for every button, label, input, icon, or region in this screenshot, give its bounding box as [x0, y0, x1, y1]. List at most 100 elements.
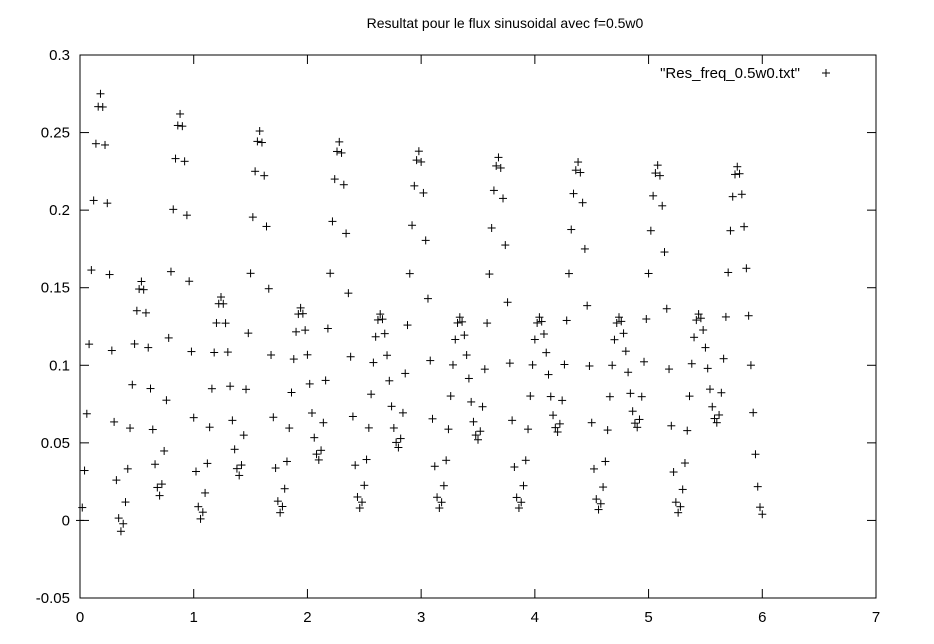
data-point — [205, 423, 214, 432]
data-point — [387, 402, 396, 411]
data-point — [499, 194, 508, 203]
data-point — [353, 492, 362, 501]
data-point — [116, 527, 125, 536]
data-point — [474, 435, 482, 444]
data-point — [610, 335, 619, 344]
data-point — [298, 309, 307, 318]
data-point — [141, 308, 150, 317]
data-points — [76, 89, 767, 536]
data-point — [394, 443, 403, 452]
data-point — [505, 359, 514, 368]
data-point — [528, 360, 537, 369]
data-point — [567, 225, 576, 234]
plot-border — [79, 54, 877, 599]
data-point — [226, 382, 235, 391]
y-tick-label: 0 — [62, 512, 70, 529]
data-point — [360, 481, 369, 490]
data-point — [585, 361, 594, 370]
data-point — [599, 483, 608, 492]
data-point — [719, 354, 728, 363]
data-point — [555, 419, 564, 428]
x-axis-ticks: 0 1 2 3 4 5 6 7 — [76, 55, 880, 626]
data-point — [571, 166, 580, 175]
data-point — [187, 347, 196, 356]
data-point — [583, 301, 592, 310]
data-point — [715, 410, 724, 419]
data-point — [351, 461, 360, 470]
plot-frame — [79, 54, 877, 599]
data-point — [417, 157, 426, 166]
data-point — [542, 348, 551, 357]
y-tick-label: 0.25 — [41, 125, 70, 142]
data-point — [344, 289, 353, 298]
data-point — [494, 153, 503, 162]
data-point — [201, 488, 210, 497]
data-point — [98, 102, 107, 111]
data-point — [448, 360, 457, 369]
legend-label: "Res_freq_0.5w0.txt" — [660, 65, 800, 82]
data-point — [694, 310, 703, 319]
data-point — [621, 347, 630, 356]
data-point — [683, 426, 692, 435]
data-point — [376, 310, 385, 319]
data-point — [164, 333, 173, 342]
data-point — [132, 306, 141, 315]
data-point — [419, 188, 428, 197]
data-point — [455, 313, 464, 322]
data-point — [289, 355, 298, 364]
data-point — [176, 109, 185, 118]
data-point — [392, 438, 401, 447]
data-point — [287, 388, 296, 397]
data-point — [210, 348, 219, 357]
data-point — [408, 221, 417, 230]
data-point — [421, 236, 430, 245]
data-point — [589, 464, 598, 473]
data-point — [223, 348, 232, 357]
data-point — [740, 222, 749, 231]
data-point — [646, 226, 655, 235]
legend-marker — [822, 69, 830, 77]
data-point — [230, 445, 239, 454]
y-tick-label: -0.05 — [36, 590, 70, 607]
data-point — [335, 137, 344, 146]
data-point — [496, 163, 505, 172]
data-point — [271, 464, 280, 473]
data-point — [405, 269, 414, 278]
data-point — [619, 329, 628, 338]
data-point — [162, 396, 171, 405]
data-point — [562, 316, 571, 325]
data-point — [89, 196, 98, 205]
data-point — [371, 332, 380, 341]
data-point — [617, 317, 626, 326]
data-point — [696, 314, 705, 323]
data-point — [717, 388, 726, 397]
data-point — [526, 392, 535, 401]
data-point — [237, 461, 246, 470]
data-point — [746, 361, 755, 370]
data-point — [257, 138, 266, 147]
data-point — [544, 370, 553, 379]
data-point — [712, 418, 721, 427]
data-point — [262, 222, 271, 231]
data-point — [608, 361, 617, 370]
data-point — [323, 324, 332, 333]
x-tick-label: 5 — [644, 609, 652, 626]
data-point — [692, 316, 701, 325]
data-point — [348, 412, 357, 421]
data-point — [189, 413, 198, 422]
data-point — [458, 317, 467, 326]
data-point — [480, 365, 489, 374]
data-point — [551, 423, 560, 432]
data-point — [396, 434, 405, 443]
data-point — [246, 269, 255, 278]
data-point — [307, 408, 316, 417]
y-axis-ticks: -0.05 0 0.05 0.1 0.15 0.2 0.25 0.3 — [36, 47, 876, 607]
data-point — [242, 385, 251, 394]
data-point — [78, 503, 87, 512]
data-point — [478, 402, 487, 411]
data-point — [667, 421, 676, 430]
data-point — [217, 293, 226, 302]
data-point — [285, 424, 294, 433]
data-point — [414, 147, 423, 156]
